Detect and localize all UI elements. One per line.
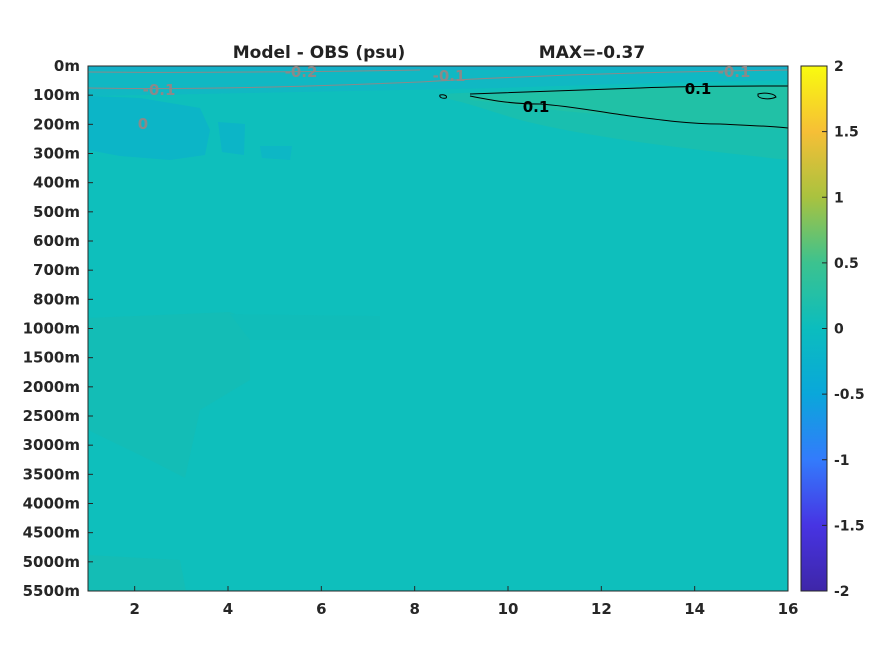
y-axis: 0m 100m 200m 300m 400m 500m 600m 700m 800m 1000m 1… xyxy=(23,57,93,600)
y-tick-label: 500m xyxy=(33,203,80,221)
y-tick-label: 200m xyxy=(33,115,80,133)
y-tick-label: 400m xyxy=(33,174,80,192)
y-tick-label: 100m xyxy=(33,86,80,104)
colorbar-tick-label: 0.5 xyxy=(834,256,859,272)
y-tick-label: 2500m xyxy=(23,407,80,425)
colorbar-tick-label: -0.5 xyxy=(834,387,865,403)
y-tick-label: 5000m xyxy=(23,553,80,571)
y-tick-label: 4500m xyxy=(23,524,80,542)
x-tick-label: 16 xyxy=(778,600,799,618)
contour-label-neg-4: -0.2 xyxy=(285,63,318,81)
x-tick-label: 14 xyxy=(684,600,705,618)
contour-loop-small xyxy=(757,92,777,100)
contour-line-neg-0-1 xyxy=(87,69,789,90)
colorbar-tick-label: 2 xyxy=(834,59,844,75)
contour-line-pos-0-1 xyxy=(469,85,789,95)
contour-line-pos-0-1-lower xyxy=(469,95,789,129)
patch-small-1 xyxy=(218,122,245,155)
x-tick-label: 8 xyxy=(409,600,419,618)
y-tick-label: 3000m xyxy=(23,436,80,454)
y-tick-label: 1500m xyxy=(23,349,80,367)
max-label: MAX=-0.37 xyxy=(539,43,645,63)
contour-label-neg-2: -0.1 xyxy=(433,67,466,85)
y-tick-label: 5500m xyxy=(23,582,80,600)
west-negative-patch xyxy=(88,96,210,160)
x-tick-label: 10 xyxy=(498,600,519,618)
x-tick-label: 6 xyxy=(316,600,326,618)
contour-loop-west xyxy=(439,94,447,99)
y-tick-label: 600m xyxy=(33,232,80,250)
colorbar-tick-label: 1.5 xyxy=(834,125,859,141)
y-tick-label: 700m xyxy=(33,261,80,279)
y-tick-label: 300m xyxy=(33,145,80,163)
x-axis: 2 4 6 8 10 12 14 16 xyxy=(129,586,798,618)
y-tick-label: 3500m xyxy=(23,465,80,483)
surface-strip xyxy=(88,66,788,70)
colorbar: 2 1.5 1 0.5 0 -0.5 -1 -1.5 -2 xyxy=(800,59,865,600)
west-mid-shade xyxy=(230,314,380,340)
west-deep-shade xyxy=(88,312,250,478)
contour-label-neg-3: -0.1 xyxy=(718,63,751,81)
west-bottom-shade xyxy=(88,555,186,591)
colorbar-tick-label: -1.5 xyxy=(834,518,865,534)
y-tick-label: 4000m xyxy=(23,495,80,513)
east-core xyxy=(470,86,788,130)
colorbar-ticks: 2 1.5 1 0.5 0 -0.5 -1 -1.5 -2 xyxy=(822,59,865,600)
y-tick-label: 0m xyxy=(54,57,80,75)
contour-label-zero: 0 xyxy=(138,115,148,133)
x-tick-label: 4 xyxy=(223,600,233,618)
contour-line-neg-0-2 xyxy=(87,69,421,73)
colorbar-tick-label: -2 xyxy=(834,584,850,600)
colorbar-tick-label: 1 xyxy=(834,190,844,206)
contour-label-neg-1: -0.1 xyxy=(143,81,176,99)
y-tick-label: 2000m xyxy=(23,378,80,396)
y-tick-label: 800m xyxy=(33,290,80,308)
contour-label-pos-2: 0.1 xyxy=(685,80,712,98)
patch-small-2 xyxy=(260,146,292,160)
y-tick-label: 1000m xyxy=(23,320,80,338)
x-tick-label: 2 xyxy=(129,600,139,618)
plot-area xyxy=(87,65,789,592)
colorbar-tick-label: -1 xyxy=(834,453,850,469)
contour-label-pos-1: 0.1 xyxy=(523,98,550,116)
x-tick-label: 12 xyxy=(591,600,612,618)
colorbar-tick-label: 0 xyxy=(834,322,844,338)
chart-title: Model - OBS (psu) xyxy=(233,43,406,63)
